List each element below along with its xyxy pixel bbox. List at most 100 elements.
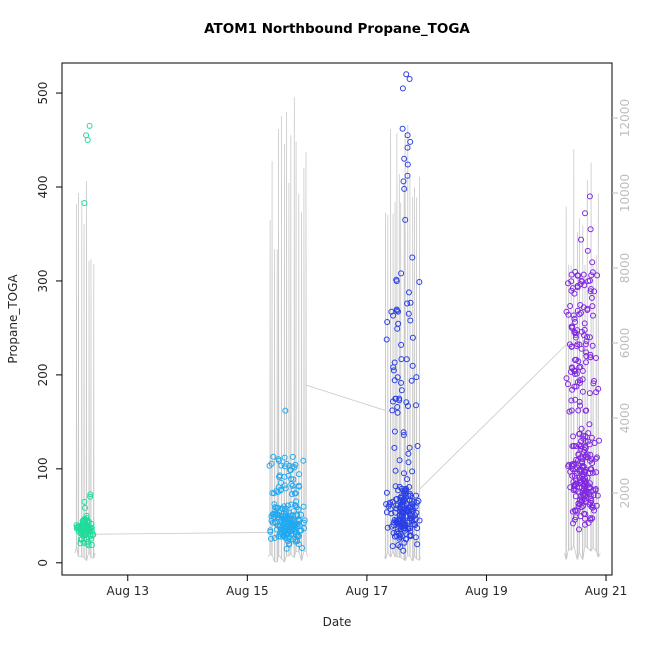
y2-tick-label: 6000	[618, 328, 632, 359]
data-point	[266, 462, 273, 469]
data-point	[586, 334, 593, 341]
data-point	[296, 532, 302, 539]
data-point	[565, 381, 571, 388]
data-point	[384, 319, 391, 325]
data-point	[416, 517, 423, 524]
data-point-outlier	[403, 71, 410, 78]
data-point	[277, 527, 284, 534]
y-tick-label: 400	[36, 176, 50, 199]
data-point	[581, 320, 588, 327]
data-point	[300, 457, 307, 464]
data-point	[390, 312, 397, 319]
data-point	[571, 315, 578, 322]
axis-ticks-group	[56, 92, 618, 581]
data-point	[569, 365, 575, 372]
data-point-outlier	[404, 161, 411, 168]
data-point	[290, 486, 297, 493]
data-point	[405, 310, 412, 317]
data-point	[398, 341, 405, 348]
data-point	[567, 303, 574, 309]
data-point	[587, 354, 594, 361]
data-point	[579, 278, 586, 285]
data-point	[587, 466, 594, 473]
data-point	[585, 430, 592, 437]
data-point-outlier	[404, 144, 411, 151]
data-point-outlier	[589, 259, 596, 266]
trace-flight-aug15	[267, 97, 308, 564]
data-point	[85, 523, 92, 530]
data-point	[400, 489, 407, 496]
data-point	[406, 444, 413, 451]
data-point	[394, 374, 401, 381]
data-point	[404, 300, 411, 307]
data-point	[404, 476, 410, 483]
data-point	[569, 472, 576, 479]
data-point	[575, 407, 582, 414]
y2-tick-label: 4000	[618, 403, 632, 434]
data-point	[398, 387, 405, 394]
data-point	[396, 532, 403, 539]
data-point	[584, 451, 591, 458]
data-point	[576, 466, 583, 473]
data-point	[400, 432, 407, 438]
data-point	[397, 531, 404, 538]
data-point	[587, 288, 594, 295]
data-point	[565, 311, 572, 318]
data-point	[75, 524, 82, 531]
data-point-outlier	[86, 122, 93, 129]
data-point	[291, 528, 298, 535]
data-point	[291, 490, 298, 497]
data-point	[87, 493, 94, 500]
data-point	[566, 408, 573, 415]
data-point	[402, 535, 409, 542]
data-point	[394, 526, 401, 533]
data-point	[390, 367, 397, 374]
data-point-outlier	[81, 200, 88, 206]
data-point	[574, 307, 581, 314]
y-tick-label: 500	[36, 82, 50, 105]
data-point	[571, 485, 577, 492]
data-point	[596, 437, 602, 444]
data-point	[405, 459, 412, 466]
data-point	[578, 277, 585, 284]
data-point	[589, 269, 596, 276]
data-point	[87, 535, 94, 542]
data-point	[583, 407, 590, 414]
data-point	[414, 525, 421, 532]
data-point	[569, 323, 576, 330]
x-tick-label: Aug 15	[226, 584, 269, 598]
data-point-outlier	[402, 216, 409, 223]
data-point	[586, 421, 593, 428]
data-point	[81, 498, 88, 505]
data-point	[87, 491, 94, 498]
data-point	[292, 531, 299, 538]
data-point	[591, 440, 598, 446]
data-point	[83, 512, 90, 519]
data-point	[412, 515, 419, 522]
data-point	[284, 523, 290, 530]
data-point	[578, 328, 585, 335]
data-point	[583, 353, 590, 359]
data-point	[572, 330, 579, 336]
data-point	[270, 453, 277, 460]
data-point	[81, 535, 88, 542]
plot-box	[61, 62, 613, 576]
data-point	[400, 547, 407, 554]
data-point-outlier	[582, 210, 588, 217]
data-point	[401, 539, 408, 546]
data-point	[398, 379, 404, 386]
data-point	[585, 519, 592, 526]
data-point	[592, 455, 599, 462]
data-point	[573, 356, 580, 363]
data-point	[283, 545, 290, 552]
data-point	[578, 425, 585, 432]
data-point	[584, 490, 591, 497]
data-point	[592, 486, 599, 492]
data-point	[395, 320, 402, 327]
data-point	[285, 472, 292, 479]
data-point	[591, 378, 597, 384]
data-point	[391, 444, 398, 451]
